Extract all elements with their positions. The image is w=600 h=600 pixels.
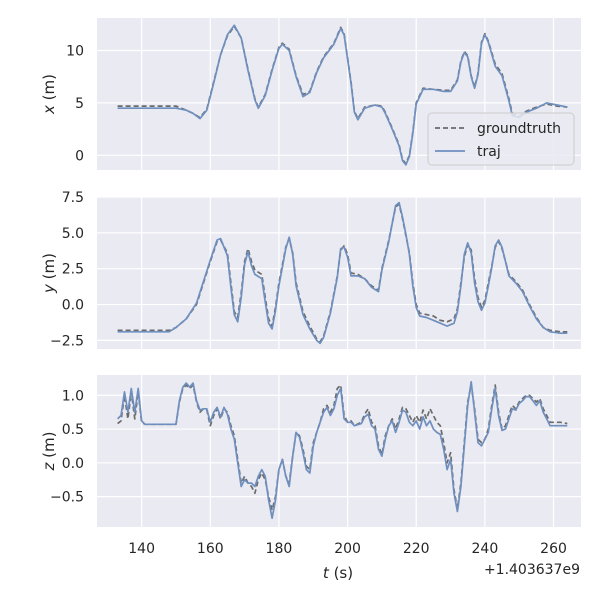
x-axis-label: t (s) [323, 564, 353, 582]
y-axis-label-unit: (m) [40, 253, 58, 284]
y-tick-label-z: 1.0 [62, 388, 84, 404]
y-axis-label-unit: (m) [40, 432, 58, 463]
y-tick-label-x: 10 [66, 43, 84, 59]
y-tick-label-z: −0.5 [50, 490, 84, 506]
legend-label-groundtruth: groundtruth [477, 121, 561, 137]
y-tick-label-z: 0.0 [62, 456, 84, 472]
x-tick-label: 220 [403, 541, 430, 557]
x-tick-label: 160 [197, 541, 224, 557]
y-axis-label-y: y (m) [40, 253, 58, 294]
traj-line-z [116, 380, 568, 520]
y-axis-label-x: x (m) [40, 74, 58, 115]
legend: groundtruth traj [427, 112, 575, 166]
x-tick-label: 240 [472, 541, 499, 557]
x-tick-label: 200 [334, 541, 361, 557]
x-tick-label: 140 [128, 541, 155, 557]
y-tick-label-y: 0.0 [62, 298, 84, 314]
y-axis-label-unit: (m) [40, 74, 58, 105]
y-tick-label-y: −2.5 [50, 333, 84, 349]
y-axis-label-var: z [40, 461, 58, 471]
y-axis-label-var: x [40, 105, 58, 115]
x-axis-offset-label: +1.403637e9 [484, 562, 580, 578]
panel-z: −0.5 0.0 0.5 1.0 z (m) [40, 375, 581, 527]
y-axis-label-var: y [40, 283, 58, 294]
x-axis-label-unit: (s) [329, 564, 353, 582]
y-tick-label-y: 5.0 [62, 226, 84, 242]
x-tick-label: 260 [540, 541, 567, 557]
y-tick-label-y: 2.5 [62, 262, 84, 278]
plot-area-y [97, 197, 581, 349]
x-tick-label: 180 [266, 541, 293, 557]
plot-area-z [97, 375, 581, 527]
x-axis-label-var: t [323, 564, 330, 582]
y-tick-label-x: 5 [75, 96, 84, 112]
y-tick-label-x: 0 [75, 148, 84, 164]
panel-x: 0 5 10 x (m) [40, 18, 581, 170]
y-axis-label-z: z (m) [40, 432, 58, 472]
y-tick-label-y: 7.5 [62, 190, 84, 206]
legend-label-traj: traj [477, 144, 501, 160]
y-tick-label-z: 0.5 [62, 422, 84, 438]
traj-line-x [117, 24, 568, 166]
panel-y: −2.5 0.0 2.5 5.0 7.5 y (m) [40, 190, 581, 349]
traj-line-y [117, 201, 568, 345]
legend-box [427, 112, 575, 166]
